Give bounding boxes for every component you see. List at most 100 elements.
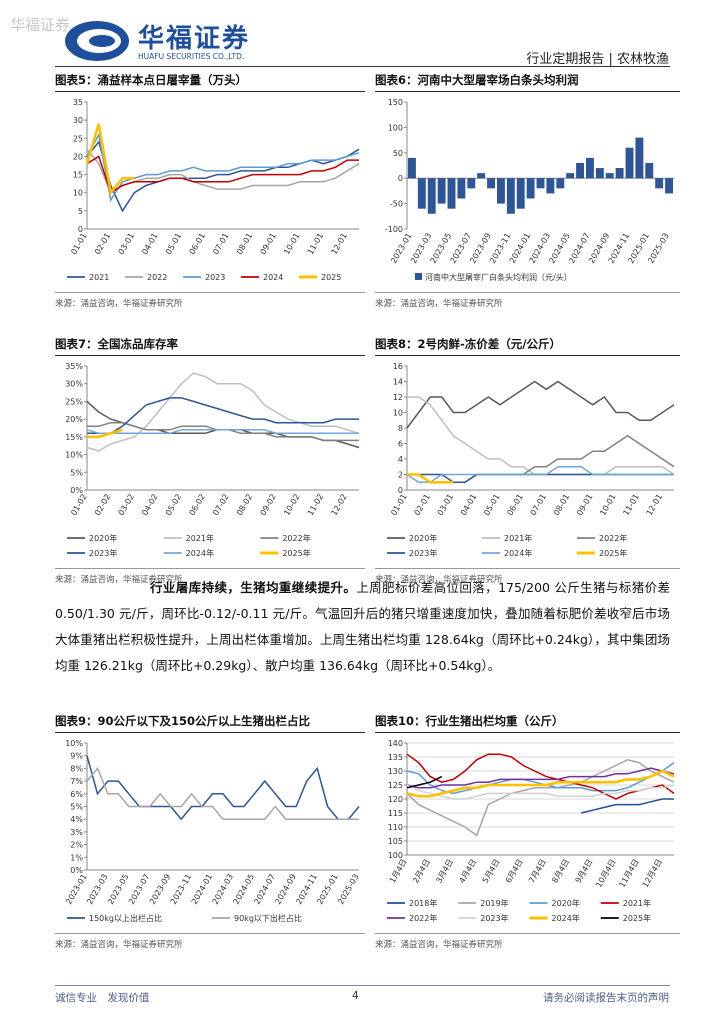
- bar: [655, 178, 664, 189]
- y-tick-label: 130: [388, 767, 403, 776]
- x-tick-label: 01-02: [69, 493, 88, 518]
- legend-label: 90kg以下出栏占比: [234, 913, 302, 923]
- legend-label: 2023年: [409, 548, 437, 558]
- y-tick-label: 50: [393, 149, 403, 158]
- series-line: [86, 755, 360, 821]
- y-tick-label: 25: [73, 134, 83, 143]
- chart: 0 2 4 6 8 10 12 14 16 01-01 02-01 03-01 04-01 05-01 06…: [387, 362, 675, 558]
- x-tick-label: 04-02: [140, 493, 159, 518]
- figure-source: 来源：涌益咨询，华福证券研究所: [375, 933, 680, 950]
- y-tick-label: 8%: [70, 764, 83, 773]
- figure-title: 图表6：河南中大型屠宰场白条头均利润: [375, 72, 680, 92]
- y-tick-label: 120: [388, 795, 403, 804]
- page-number: 4: [352, 990, 359, 1002]
- x-tick-label: 10-01: [282, 232, 301, 257]
- figure: 图表9：90公斤以下及150公斤以上生猪出栏占比 0% 1% 2% 3% 4% 5% 6% 7%…: [55, 713, 365, 950]
- bar: [457, 178, 466, 199]
- figure: 图表10：行业生猪出栏均重（公斤） 100 105 110 115 120 125 130 13…: [375, 713, 680, 950]
- legend-label: 2021年: [186, 533, 214, 543]
- bar: [407, 157, 416, 179]
- series-line: [87, 421, 359, 442]
- logo-en: HUAFU SECURITIES CO.,LTD.: [138, 52, 245, 61]
- x-tick-label: 05-02: [164, 493, 183, 518]
- figure: 图表7：全国冻品库存率 0% 5% 10% 15% 20% 25% 30% 35% 01-02 02…: [55, 336, 365, 585]
- paragraph-lead: 行业屠库持续，生猪均重继续提升。: [150, 580, 357, 595]
- y-tick-label: 0: [398, 486, 403, 495]
- x-tick-label: 11月4日: [617, 858, 640, 890]
- y-tick-label: 35%: [65, 362, 83, 371]
- x-tick-label: 12月4日: [641, 858, 664, 890]
- y-tick-label: 0%: [70, 486, 83, 495]
- x-tick-label: 08-01: [235, 232, 254, 257]
- y-tick-label: 15: [73, 171, 83, 180]
- x-tick-label: 03-01: [117, 232, 136, 257]
- x-tick-label: 12-01: [329, 232, 348, 257]
- y-tick-label: 16: [393, 362, 403, 371]
- x-tick-label: 07-02: [211, 493, 230, 518]
- bar: [595, 168, 604, 179]
- x-tick-label: 05-01: [164, 232, 183, 257]
- y-tick-label: 0: [398, 174, 403, 183]
- y-tick-label: 5%: [70, 468, 83, 477]
- y-tick-label: 35: [73, 98, 83, 107]
- y-tick-label: 5: [78, 207, 83, 216]
- figure-title: 图表8：2号肉鲜-冻价差（元/公斤）: [375, 336, 680, 356]
- y-tick-label: 6%: [70, 790, 83, 799]
- watermark: 华福证券: [10, 16, 71, 34]
- legend-label: 150kg以上出栏占比: [89, 913, 162, 923]
- x-tick-label: 2月4日: [411, 858, 432, 885]
- figure-title: 图表10：行业生猪出栏均重（公斤）: [375, 713, 680, 733]
- y-tick-label: 9%: [70, 752, 83, 761]
- y-tick-label: 8: [398, 424, 403, 433]
- series-line: [406, 761, 675, 795]
- figure: 图表5：涌益样本点日屠宰量（万头） 0 5 10 15 20 25 30 35 01-01 02-0…: [55, 72, 365, 309]
- bar: [467, 178, 476, 189]
- x-tick-label: 04-01: [459, 493, 478, 518]
- bar: [585, 157, 594, 179]
- bar: [576, 162, 585, 179]
- x-tick-label: 4月4日: [457, 858, 478, 885]
- series-line: [406, 784, 675, 800]
- y-tick-label: 30: [73, 116, 83, 125]
- legend-label: 2018年: [409, 898, 437, 908]
- legend-label: 2022年: [409, 913, 437, 923]
- series-line: [580, 798, 674, 814]
- legend-label: 2024年: [552, 913, 580, 923]
- legend-label: 2022年: [599, 533, 627, 543]
- legend-label: 2025: [321, 273, 341, 282]
- x-tick-label: 9月4日: [574, 858, 595, 885]
- series-line: [87, 397, 359, 435]
- series-line: [407, 396, 675, 476]
- y-tick-label: -50: [390, 200, 403, 209]
- y-tick-label: 105: [388, 837, 403, 846]
- legend-label: 2025年: [282, 548, 310, 558]
- x-tick-label: 01-01: [69, 232, 88, 257]
- legend-label: 河南中大型屠宰厂白条头均利润（元/头）: [425, 272, 572, 282]
- y-tick-label: 100: [388, 123, 403, 132]
- y-tick-label: 25%: [65, 397, 83, 406]
- legend-label: 2022: [147, 273, 167, 282]
- y-tick-label: 4: [398, 455, 403, 464]
- bar: [447, 178, 456, 209]
- bar: [645, 162, 654, 179]
- y-tick-label: 125: [388, 781, 403, 790]
- series-line: [85, 123, 135, 196]
- y-tick-label: 0: [78, 225, 83, 234]
- series-line: [407, 473, 454, 484]
- x-tick-label: 10-01: [598, 493, 617, 518]
- bar: [516, 178, 525, 209]
- report-type: 行业定期报告 | 农林牧渔: [526, 52, 669, 67]
- footer-left: 诚信专业 发现价值: [55, 992, 150, 1004]
- x-tick-label: 6月4日: [504, 858, 525, 885]
- legend-label: 2024年: [504, 548, 532, 558]
- series-line: [86, 429, 359, 435]
- x-tick-label: 07-01: [529, 493, 548, 518]
- series-line: [406, 466, 674, 484]
- y-tick-label: 10%: [65, 451, 83, 460]
- series-line: [407, 434, 675, 484]
- y-tick-label: 0%: [70, 866, 83, 875]
- x-tick-label: 02-01: [413, 493, 432, 518]
- bar: [477, 173, 486, 179]
- y-tick-label: 150: [388, 98, 403, 107]
